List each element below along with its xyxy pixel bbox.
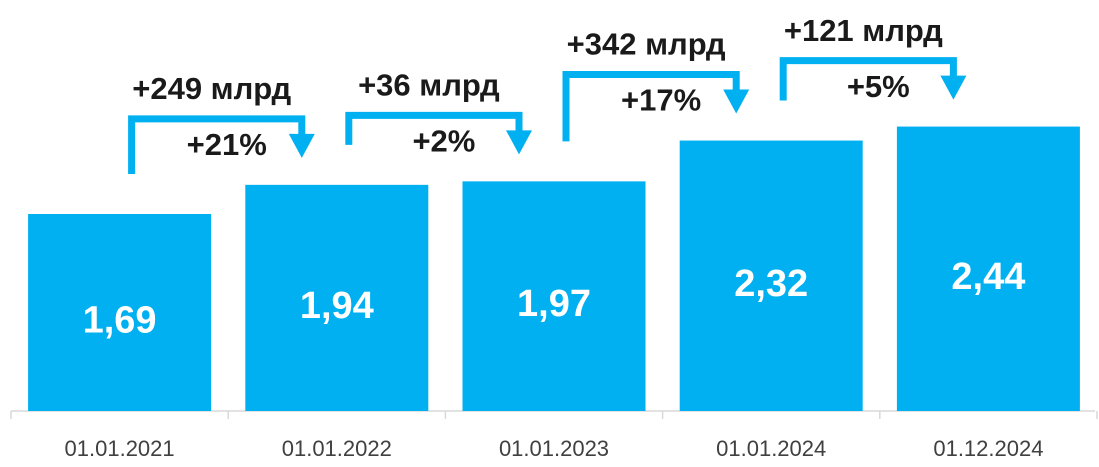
arrow-head [723,89,750,114]
change-absolute: +36 млрд [358,68,500,103]
value-label: 2,32 [734,263,808,305]
value-label: 1,97 [517,283,591,325]
change-absolute: +342 млрд [567,27,726,62]
change-percent: +21% [187,127,267,162]
bar [896,126,1080,412]
change-absolute: +121 млрд [784,13,943,48]
bar [679,140,863,411]
change-percent: +2% [412,124,475,159]
bar [28,213,212,411]
change-arrow [345,111,523,145]
arrow-head [506,130,532,155]
value-label: 1,94 [300,285,374,327]
x-tick-label: 01.01.2024 [716,436,826,461]
x-tick-label: 01.01.2022 [282,436,392,461]
change-arrow [779,57,957,101]
change-arrow [128,115,306,174]
change-absolute: +249 млрд [132,71,291,106]
x-tick-label: 01.01.2021 [65,436,175,461]
value-label: 1,69 [83,300,157,342]
value-label: 2,44 [951,256,1025,298]
change-arrow [562,71,740,142]
bar [462,181,646,411]
bar [245,184,429,411]
arrow-head [940,75,967,100]
change-percent: +5% [847,69,910,104]
x-tick-label: 01.12.2024 [933,436,1043,461]
change-percent: +17% [621,83,701,118]
arrow-head [288,133,315,158]
x-tick-label: 01.01.2023 [499,436,609,461]
